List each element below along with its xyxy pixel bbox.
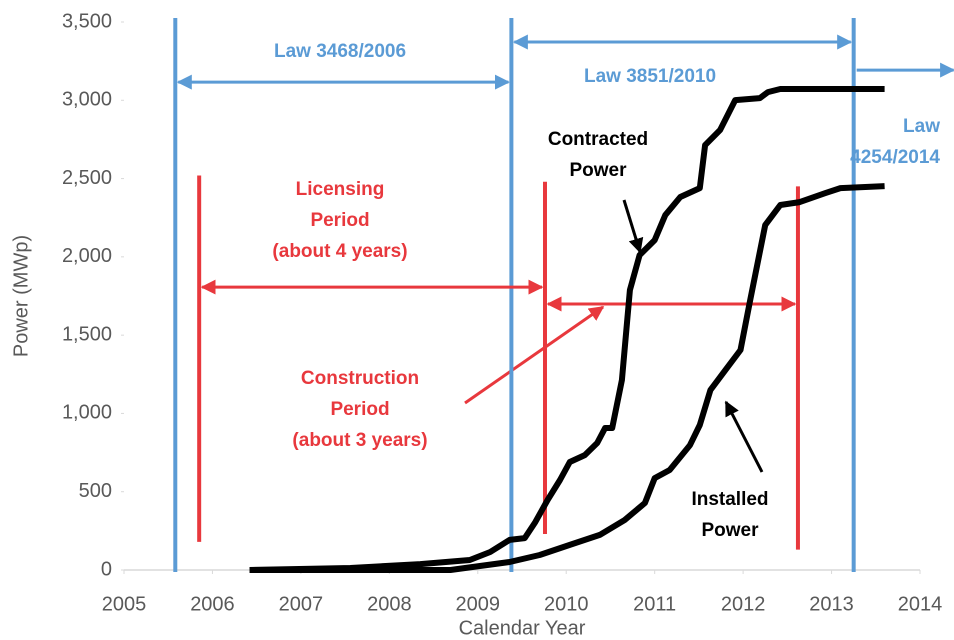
x-axis-title: Calendar Year (459, 617, 586, 639)
annotation: (about 4 years) (272, 241, 407, 262)
x-tick-label: 2014 (898, 593, 943, 615)
x-tick-label: 2011 (633, 593, 676, 615)
x-tick-label: 2012 (721, 593, 766, 615)
series-label: Power (701, 520, 759, 541)
y-tick-label: 1,000 (62, 402, 112, 424)
y-tick-label: 1,500 (62, 323, 112, 345)
annotation: (about 3 years) (292, 430, 427, 451)
annotation: Licensing (296, 179, 385, 200)
y-axis-title: Power (MWp) (10, 235, 32, 357)
annotation: Construction (301, 368, 419, 389)
y-tick-label: 0 (101, 558, 112, 580)
series-label: Installed (691, 489, 768, 510)
x-tick-label: 2008 (367, 593, 412, 615)
data-line (249, 183, 885, 573)
y-tick-label: 3,000 (62, 89, 112, 111)
x-tick-label: 2010 (544, 593, 589, 615)
annotation: Law 3851/2010 (584, 66, 716, 87)
x-tick-label: 2009 (456, 593, 501, 615)
x-tick-label: 2013 (809, 593, 854, 615)
x-tick-label: 2007 (279, 593, 324, 615)
annotation: Law 3468/2006 (274, 41, 406, 62)
annotation: 4254/2014 (850, 147, 940, 168)
pointer-arrow (622, 199, 644, 254)
annotation: Law (903, 116, 940, 137)
annotation: Period (330, 399, 389, 420)
data-line (249, 86, 885, 573)
y-tick-label: 2,000 (62, 245, 112, 267)
y-tick-label: 500 (79, 480, 112, 502)
y-tick-label: 2,500 (62, 167, 112, 189)
series-label: Power (569, 160, 627, 181)
y-tick-label: 3,500 (62, 10, 112, 32)
series-label: Contracted (548, 129, 648, 150)
x-tick-label: 2005 (102, 593, 147, 615)
x-tick-label: 2006 (190, 593, 235, 615)
pointer-arrow (464, 305, 605, 405)
pointer-arrow (724, 400, 764, 473)
annotation: Period (310, 210, 369, 231)
